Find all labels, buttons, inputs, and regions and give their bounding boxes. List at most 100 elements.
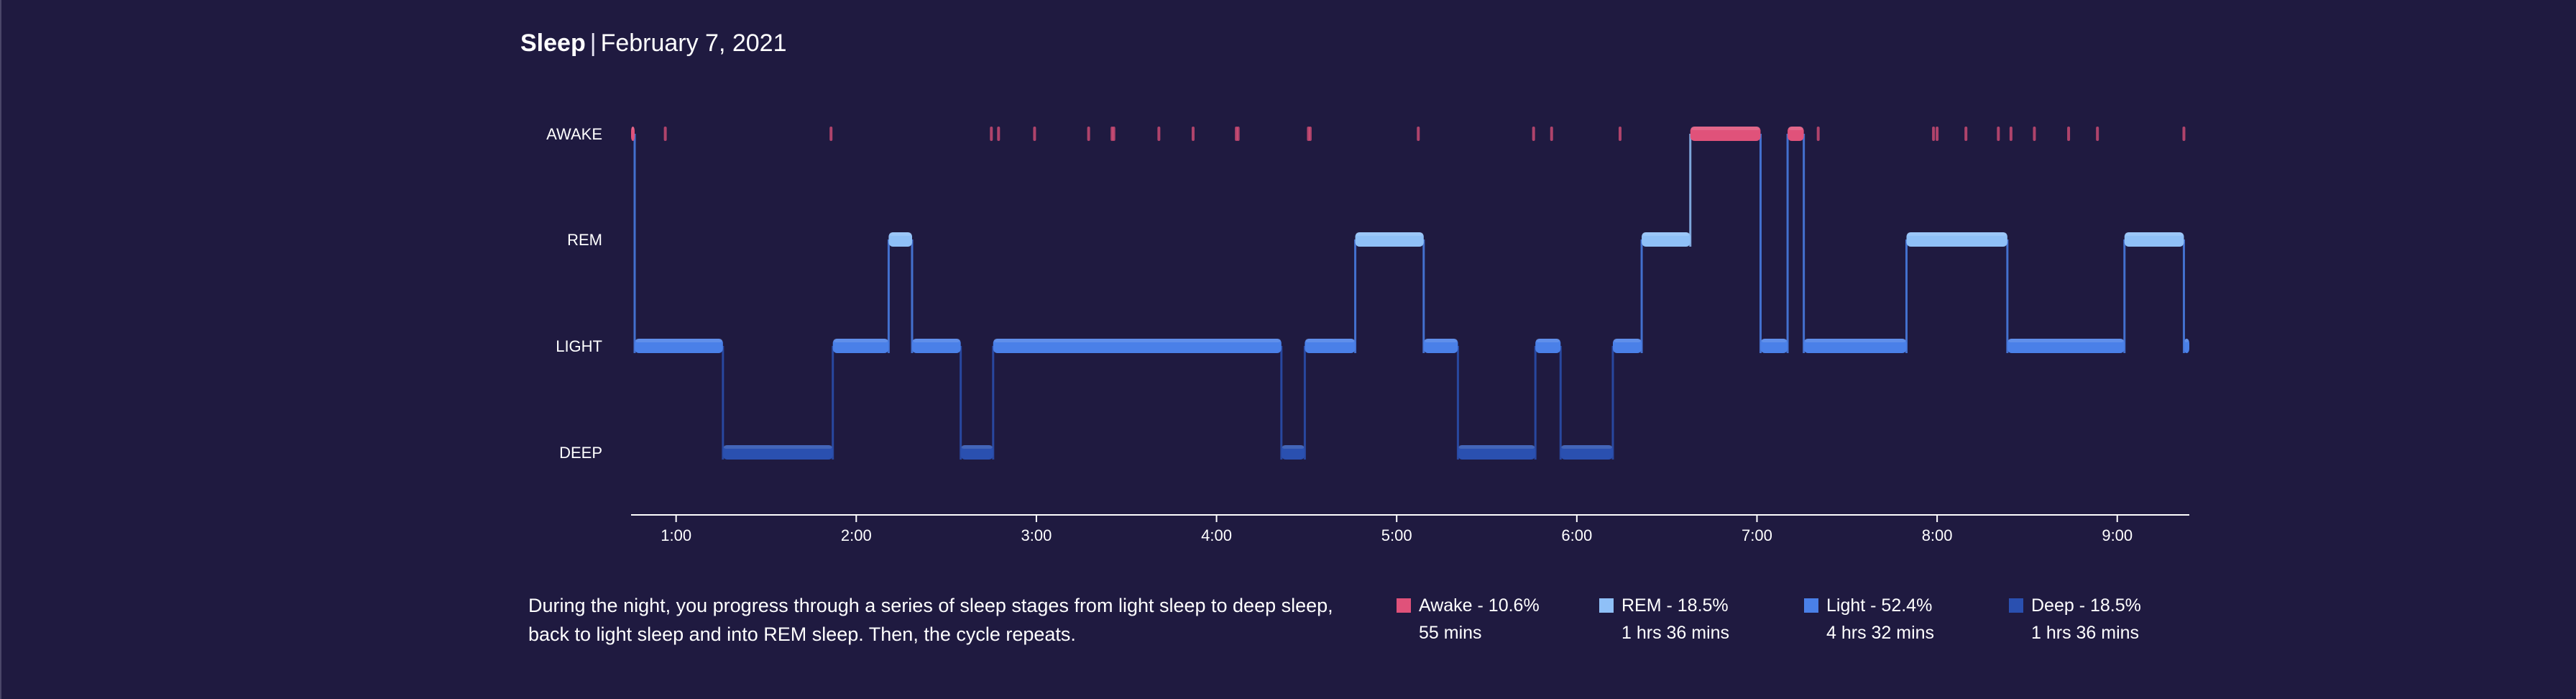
brief-awakening-mark [663,127,667,141]
stage-transition [2123,239,2126,353]
stage-segment-light [832,339,889,353]
brief-awakening-mark [1816,127,1820,141]
stage-segment-highlight [2184,339,2189,342]
stage-segment-light [1760,339,1788,353]
stage-transition [1803,134,1806,353]
stage-segment-deep [960,445,993,460]
stage-segment-rem [1642,232,1690,247]
legend-swatch-light [1804,598,1818,613]
brief-awakening-mark [1964,127,1968,141]
y-label-deep: DEEP [559,444,602,462]
stage-transition [2182,239,2185,353]
legend-swatch-deep [2009,598,2023,613]
stage-segment-highlight [1690,127,1760,130]
stage-segment-highlight [1642,232,1690,236]
window-left-border [0,0,1,699]
stage-segment-highlight [1458,445,1535,449]
stage-segment-highlight [833,339,888,342]
stage-transition [1640,239,1643,353]
brief-awakening-mark [2067,127,2071,141]
stage-transition [2006,239,2009,353]
stage-transition [1611,346,1614,460]
stage-transition [1534,346,1537,460]
brief-awakening-mark [1236,127,1240,141]
legend-duration-deep: 1 hrs 36 mins [2031,623,2140,643]
legend-label-awake: Awake - 10.6% [1419,595,1540,616]
legend-duration-rem: 1 hrs 36 mins [1622,623,1730,643]
stage-transition [1905,239,1908,353]
stage-transition [911,239,914,353]
stage-transition [960,346,962,460]
brief-awakening-mark [1532,127,1535,141]
x-tick-label: 7:00 [1742,526,1772,544]
stage-transition [1559,346,1562,460]
stage-segment-highlight [1761,339,1788,342]
stage-transition [1759,134,1762,353]
y-label-light: LIGHT [556,337,602,355]
stage-segment-highlight [1305,339,1355,342]
stage-segment-highlight [1424,339,1458,342]
brief-awakening-mark [1033,127,1036,141]
stage-transition [887,239,890,353]
brief-awakening-mark [1936,127,1939,141]
stage-segment-deep [1281,445,1305,460]
legend-label-rem: REM - 18.5% [1622,595,1729,616]
stage-segment-deep [1560,445,1613,460]
brief-awakening-mark [1618,127,1622,141]
legend-label-light: Light - 52.4% [1826,595,1933,616]
stage-segment-highlight [632,127,635,130]
y-label-awake: AWAKE [546,125,602,143]
stage-segment-rem [2124,232,2184,247]
brief-awakening-mark [1417,127,1420,141]
brief-awakening-mark [1997,127,2000,141]
stage-segment-highlight [2125,232,2184,236]
legend-duration-awake: 55 mins [1419,623,1482,643]
stage-segment-awake [1788,127,1804,141]
stage-transition [992,346,995,460]
stage-segment-deep [1458,445,1536,460]
stage-transition [1689,134,1692,247]
x-tick-label: 8:00 [1922,526,1953,544]
x-tick-label: 5:00 [1381,526,1412,544]
stage-segment-light [1305,339,1356,353]
legend-item-light: Light - 52.4% 4 hrs 32 mins [1804,594,1934,644]
stage-segment-highlight [961,445,993,449]
stage-segment-highlight [912,339,960,342]
stage-segment-highlight [889,232,911,236]
brief-awakening-mark [2096,127,2099,141]
legend-swatch-rem [1599,598,1614,613]
stage-segment-light [635,339,723,353]
stage-segment-deep [722,445,833,460]
stage-segment-highlight [723,445,832,449]
brief-awakening-mark [1087,127,1090,141]
stage-transition [1354,239,1357,353]
brief-awakening-mark [1550,127,1553,141]
x-tick-label: 4:00 [1201,526,1232,544]
y-label-rem: REM [567,231,602,249]
stage-segment-light [911,339,961,353]
x-tick-label: 6:00 [1561,526,1592,544]
page-title-date: February 7, 2021 [600,29,787,57]
stage-segment-light [2184,339,2189,353]
stage-segment-highlight [1356,232,1423,236]
stage-segment-light [1803,339,1907,353]
legend-item-awake: Awake - 10.6% 55 mins [1397,594,1540,644]
x-tick-label: 9:00 [2102,526,2133,544]
x-tick-label: 3:00 [1021,526,1052,544]
page-title-label: Sleep [520,29,586,57]
brief-awakening-mark [1932,127,1936,141]
brief-awakening-mark [997,127,1000,141]
brief-awakening-mark [2182,127,2186,141]
brief-awakening-mark [1308,127,1312,141]
stage-segment-light [1535,339,1561,353]
stage-segment-highlight [1804,339,1906,342]
stage-segment-awake [1690,127,1761,141]
x-tick-label: 1:00 [661,526,691,544]
legend-label-deep: Deep - 18.5% [2031,595,2141,616]
stage-transition [1303,346,1306,460]
stage-segment-light [2007,339,2125,353]
stage-segment-rem [1355,232,1424,247]
stage-transition [1786,134,1789,353]
stage-segment-rem [1906,232,2007,247]
